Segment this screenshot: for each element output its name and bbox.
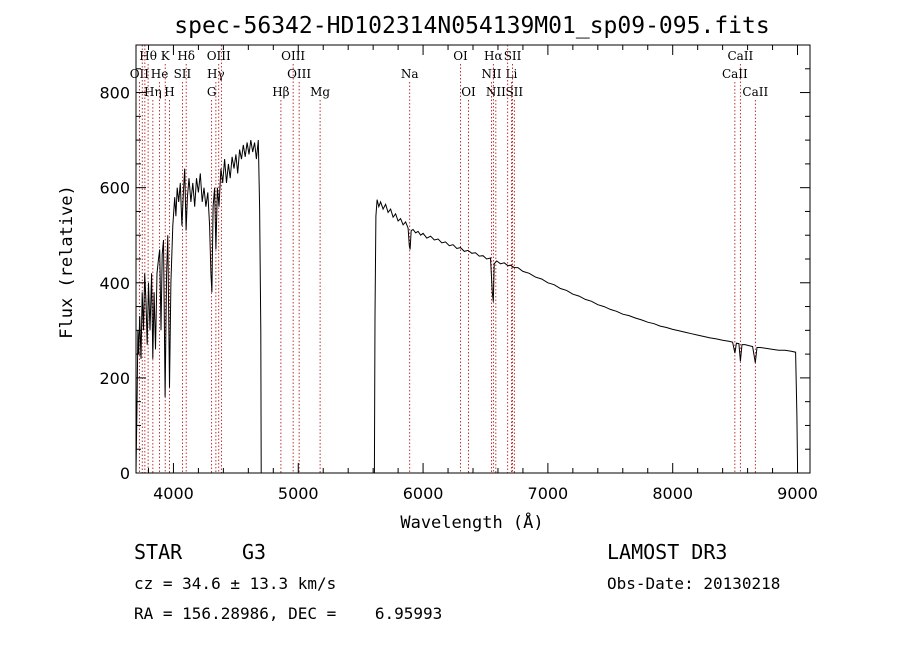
x-tick-label-5000: 5000 [278, 484, 319, 503]
spectral-line-label-22: Mg [310, 85, 330, 99]
spectral-line-label-9: OII [130, 67, 150, 81]
axis-ticks: 4000 5000 6000 7000 8000 9000 0 200 400 600 800 [99, 45, 818, 503]
spectral-line-label-23: OI [461, 85, 476, 99]
x-tick-label-8000: 8000 [652, 484, 693, 503]
spectral-line-label-21: Hβ [272, 85, 289, 99]
chart-title: spec-56342-HD102314N054139M01_sp09-095.f… [174, 13, 769, 39]
observation-date: Obs-Date: 20130218 [607, 574, 781, 593]
spectrum-series [135, 140, 798, 474]
spectral-line-label-6: Hα [484, 49, 503, 63]
spectral-line-label-24: NII [486, 85, 506, 99]
redshift-velocity: cz = 34.6 ± 13.3 km/s [134, 574, 337, 593]
spectral-line-label-7: SII [504, 49, 522, 63]
spectral-line-label-14: Na [401, 67, 419, 81]
spectral-line-label-0: Hθ [139, 49, 157, 63]
spectral-line-label-25: SII [505, 85, 523, 99]
spectral-line-label-13: OIII [287, 67, 311, 81]
x-tick-label-4000: 4000 [153, 484, 194, 503]
x-axis-label: Wavelength (Å) [400, 511, 543, 533]
spectral-line-label-1: K [161, 49, 171, 63]
y-tick-label-600: 600 [99, 179, 130, 198]
spectral-line-label-2: Hδ [177, 49, 195, 63]
spectral-line-label-16: Li [506, 67, 518, 81]
spectral-line-label-12: Hγ [207, 67, 225, 81]
object-type: STAR [134, 540, 183, 564]
spectral-line-label-26: CaII [742, 85, 768, 99]
spectral-line-label-15: NII [481, 67, 501, 81]
y-tick-label-0: 0 [120, 464, 130, 483]
x-tick-label-6000: 6000 [403, 484, 444, 503]
spectral-line-label-11: SII [174, 67, 192, 81]
y-tick-label-800: 800 [99, 84, 130, 103]
spectral-subclass: G3 [242, 540, 267, 564]
spectral-line-label-18: Hη [144, 85, 162, 99]
coordinates: RA = 156.28986, DEC = 6.95993 [134, 604, 443, 623]
spectral-line-label-20: G [207, 85, 217, 99]
spectral-line-label-4: OIII [281, 49, 305, 63]
spectral-line-label-19: H [164, 85, 174, 99]
spectral-line-label-3: OIII [207, 49, 231, 63]
spectral-line-label-5: OI [453, 49, 468, 63]
survey-name: LAMOST DR3 [607, 540, 728, 564]
spectrum-segment-1 [373, 199, 798, 474]
spectral-line-label-17: CaII [722, 67, 748, 81]
spectral-line-label-10: He [151, 67, 169, 81]
spectrum-segment-0 [135, 140, 262, 474]
plot-frame [135, 44, 811, 474]
x-tick-label-7000: 7000 [528, 484, 569, 503]
x-tick-label-9000: 9000 [777, 484, 818, 503]
y-tick-label-200: 200 [99, 369, 130, 388]
y-axis-label: Flux (relative) [57, 185, 77, 339]
y-tick-label-400: 400 [99, 274, 130, 293]
spectral-line-label-8: CaII [727, 49, 753, 63]
